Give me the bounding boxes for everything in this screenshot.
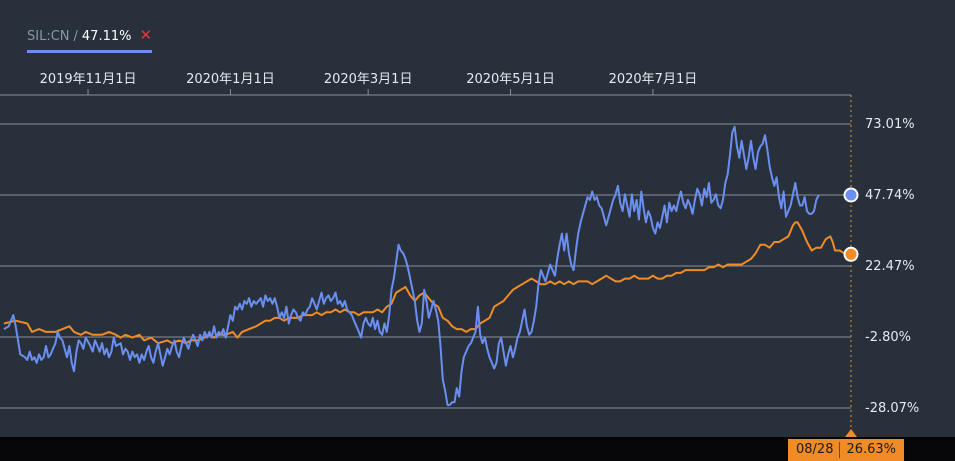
series-end-markers (843, 187, 859, 437)
y-tick-label-0: 73.01% (865, 117, 915, 132)
y-tick-label-4: -28.07% (865, 401, 919, 416)
y-axis-ticks: 73.01% 47.74% 22.47% -2.80% -28.07% (865, 117, 919, 416)
x-tick-label-0: 2019年11月1日 (40, 72, 137, 87)
x-tick-label-2: 2020年3月1日 (324, 72, 413, 87)
legend-value: 47.11% (81, 29, 132, 44)
crosshair-date-badge: 08/28 26.63% (788, 439, 905, 461)
y-tick-label-1: 47.74% (865, 188, 915, 203)
crosshair-value: 26.63% (846, 442, 897, 457)
y-tick-label-3: -2.80% (865, 330, 911, 345)
legend-separator: / (73, 29, 78, 44)
series-end-marker-0 (843, 187, 859, 203)
series-legend-chip: SIL:CN/47.11% ✕ (27, 26, 153, 53)
x-tick-label-1: 2020年1月1日 (186, 72, 275, 87)
series-lines (3, 125, 850, 406)
series-end-marker-1 (843, 246, 859, 262)
crosshair-date: 08/28 (796, 442, 834, 457)
close-icon[interactable]: ✕ (139, 26, 153, 44)
series-line-0 (3, 125, 820, 406)
series-line-1 (3, 221, 850, 345)
legend-symbol: SIL:CN (27, 29, 70, 44)
x-tick-label-4: 2020年7月1日 (609, 72, 698, 87)
x-axis-ticks: 2019年11月1日 2020年1月1日 2020年3月1日 2020年5月1日 202… (40, 72, 698, 95)
y-tick-label-2: 22.47% (865, 259, 915, 274)
badge-divider (839, 441, 841, 458)
x-tick-label-3: 2020年5月1日 (466, 72, 555, 87)
crosshair-pointer-icon (845, 429, 857, 437)
